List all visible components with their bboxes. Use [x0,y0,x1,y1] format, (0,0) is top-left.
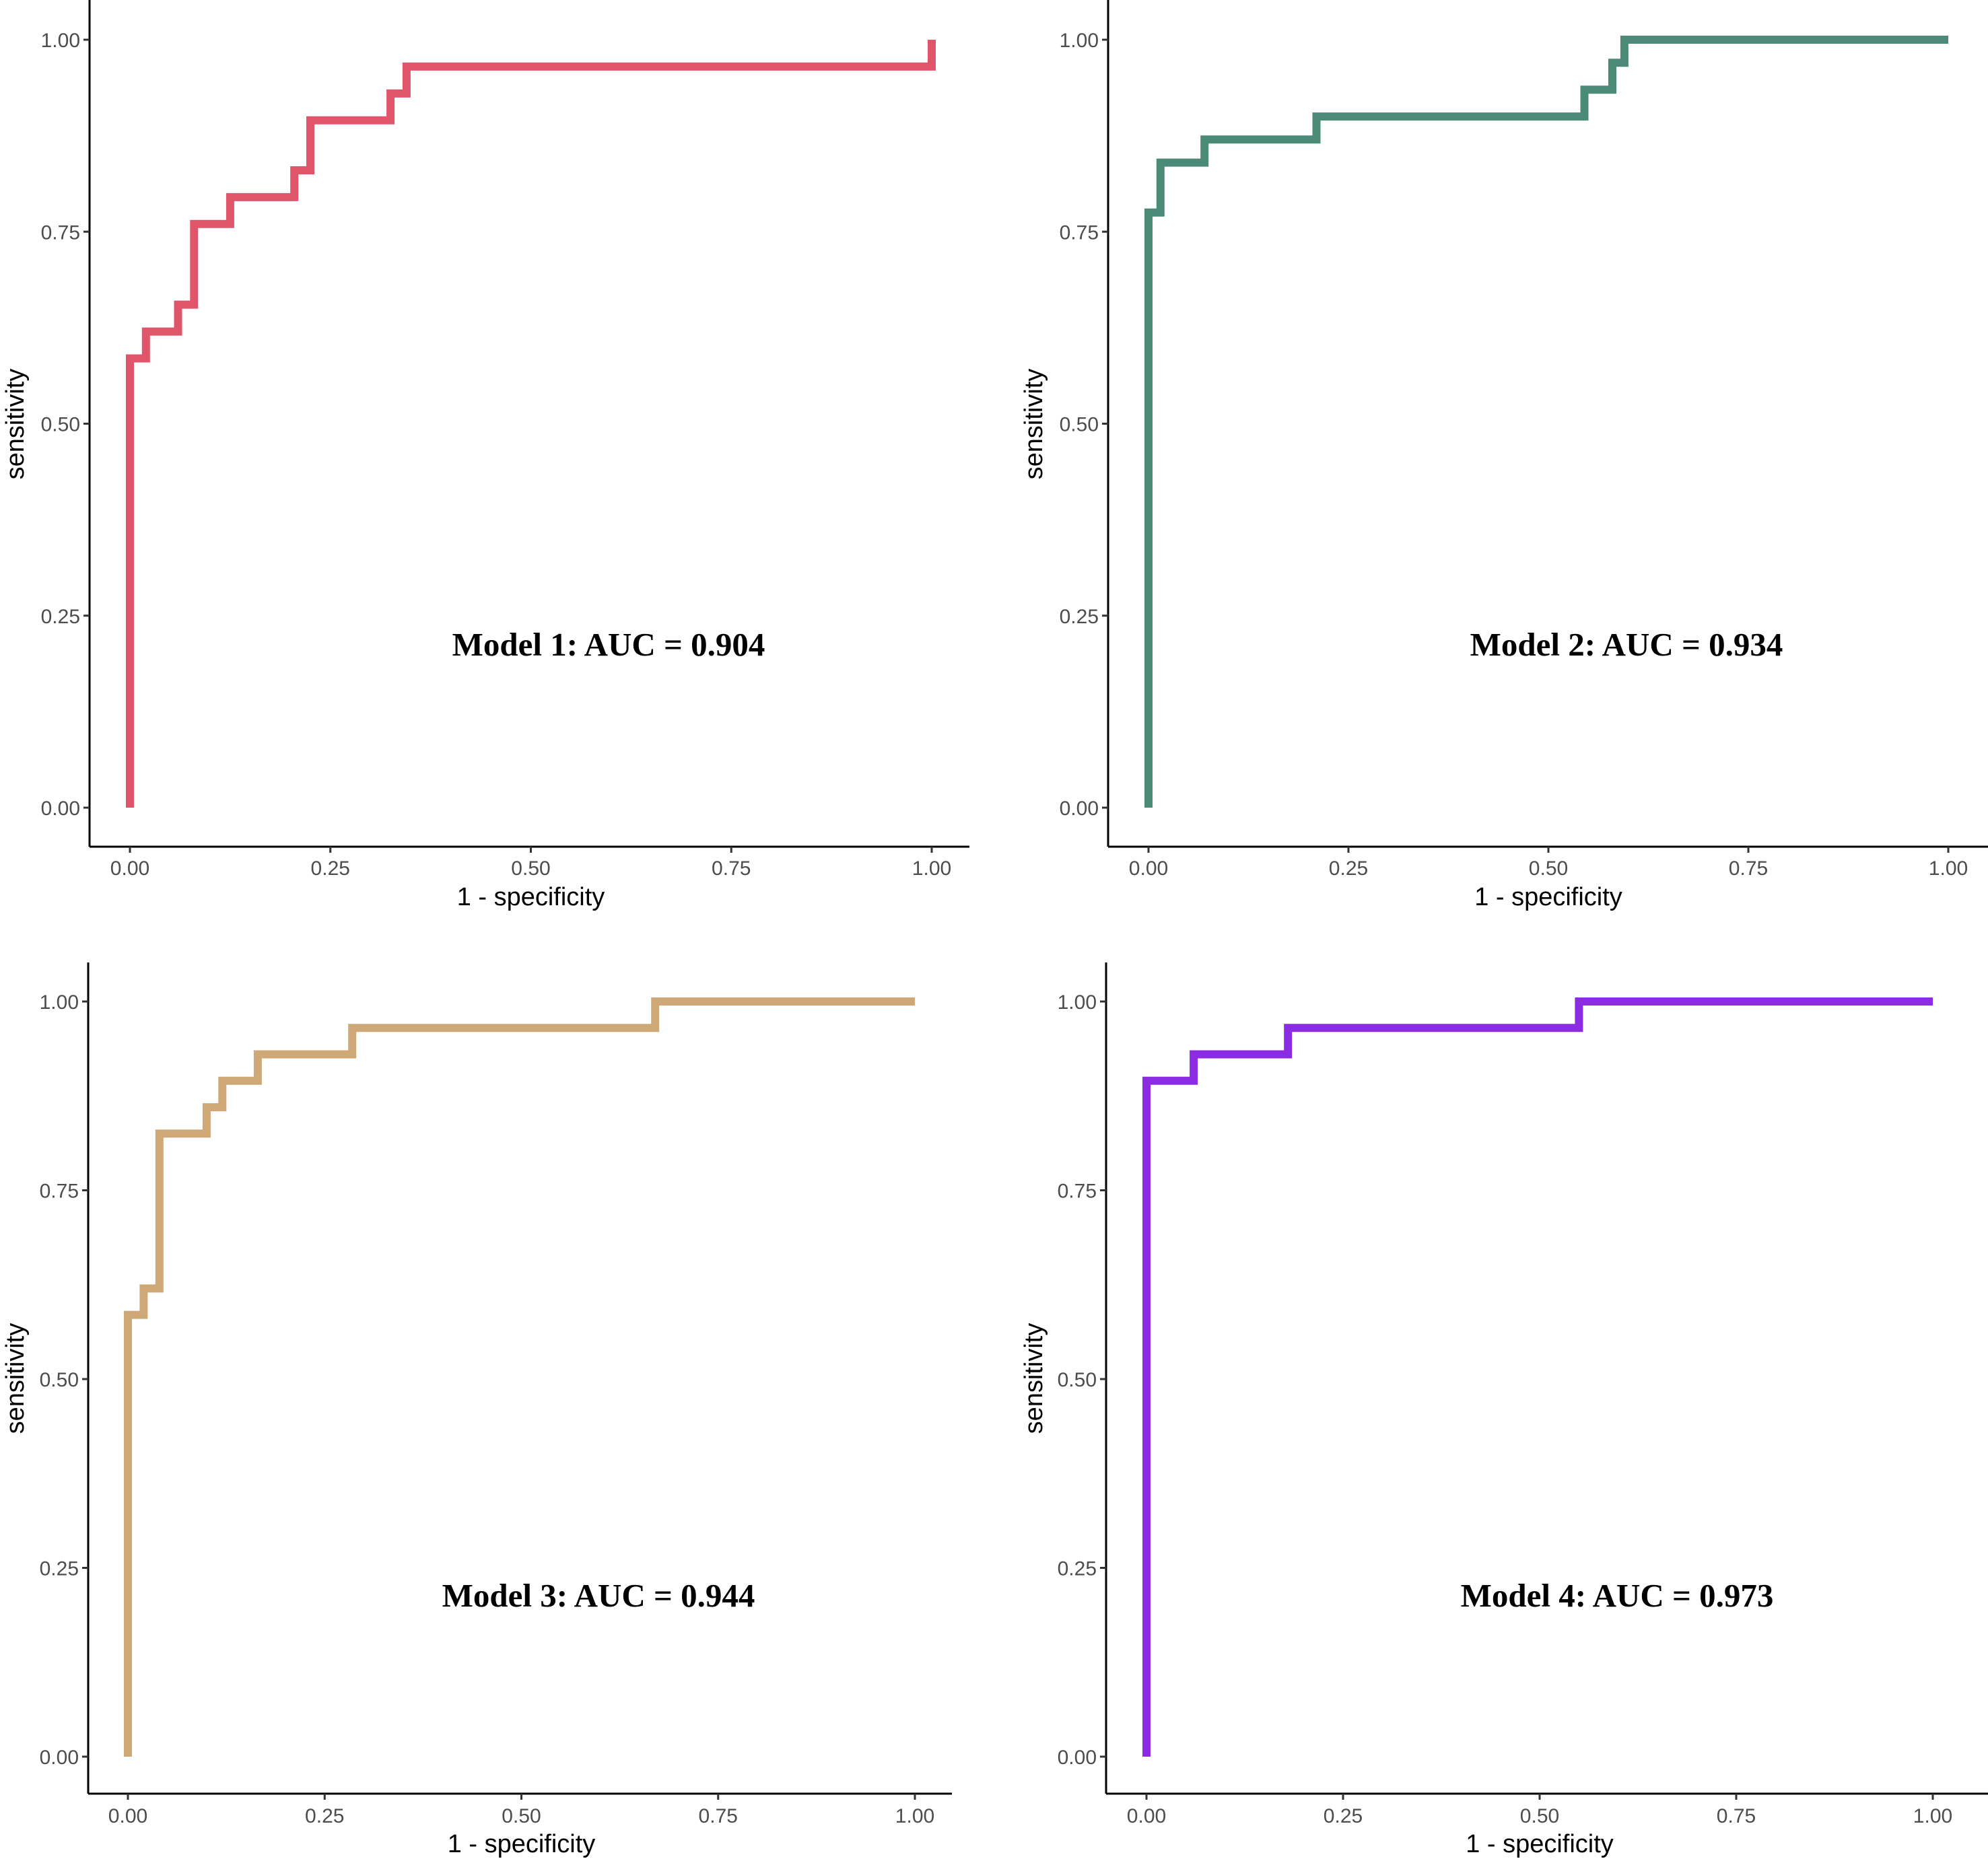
x-axis-title: 1 - specificity [448,1830,596,1858]
y-tick-label: 0.50 [1058,1369,1097,1391]
y-tick-label: 0.50 [1060,414,1099,436]
y-tick-label: 0.50 [40,1369,79,1391]
x-tick-label: 0.50 [502,1805,541,1827]
y-tick-label: 1.00 [40,991,79,1014]
y-tick-label: 0.75 [40,1181,79,1203]
roc-curve-model-4 [1142,997,1933,1757]
roc-panel-model-4: 0.00 0.25 0.50 0.75 1.00 0.00 0.25 0.50 0.75 1.00… [1020,962,1988,1858]
roc-curve-model-1 [126,40,936,808]
y-tick-label: 0.75 [1058,1181,1097,1203]
x-tick-label: 0.25 [311,857,350,880]
y-axis-title: sensitivity [1,1323,30,1434]
roc-panel-model-1: 0.00 0.25 0.50 0.75 1.00 0.00 0.25 0.50 0.75 1.00… [1,0,969,911]
x-tick-label: 0.25 [1324,1805,1363,1827]
x-tick-label: 0.75 [699,1805,738,1827]
roc-panel-model-2: 0.00 0.25 0.50 0.75 1.00 0.00 0.25 0.50 0.75 1.00… [1020,0,1988,911]
y-axis-title: sensitivity [1020,369,1048,480]
y-tick-label: 0.50 [41,414,80,436]
x-tick-label: 1.00 [1929,857,1968,880]
x-tick-label: 0.75 [712,857,751,880]
x-tick-label: 0.00 [1127,1805,1166,1827]
y-tick-label: 0.00 [41,798,80,820]
y-tick-label: 0.25 [1058,1558,1097,1580]
y-tick-label: 1.00 [41,30,80,52]
x-tick-label: 0.75 [1717,1805,1756,1827]
x-tick-label: 1.00 [1913,1805,1952,1827]
y-tick-label: 0.25 [41,606,80,628]
x-tick-label: 0.75 [1729,857,1768,880]
roc-curve-model-2 [1144,36,1948,808]
x-tick-label: 1.00 [895,1805,934,1827]
x-tick-label: 0.50 [1529,857,1568,880]
y-tick-label: 0.00 [1060,798,1099,820]
y-tick-label: 0.25 [1060,606,1099,628]
auc-annotation: Model 4: AUC = 0.973 [1461,1577,1774,1614]
x-tick-label: 0.25 [305,1805,344,1827]
x-tick-label: 0.50 [1520,1805,1559,1827]
y-axis-title: sensitivity [1020,1323,1048,1434]
x-axis-title: 1 - specificity [457,883,605,911]
y-axis-title: sensitivity [1,369,30,480]
y-tick-label: 0.75 [1060,221,1099,244]
x-tick-label: 1.00 [912,857,951,880]
x-axis-title: 1 - specificity [1474,883,1622,911]
y-tick-label: 0.25 [40,1558,79,1580]
x-axis-title: 1 - specificity [1466,1830,1614,1858]
y-tick-label: 0.00 [40,1747,79,1769]
auc-annotation: Model 1: AUC = 0.904 [452,626,765,663]
roc-panel-model-3: 0.00 0.25 0.50 0.75 1.00 0.00 0.25 0.50 0.75 1.00… [1,962,952,1858]
auc-annotation: Model 2: AUC = 0.934 [1470,626,1783,663]
roc-curve-model-3 [124,997,915,1757]
x-tick-label: 0.25 [1329,857,1368,880]
x-tick-label: 0.00 [108,1805,147,1827]
x-tick-label: 0.00 [1129,857,1168,880]
y-tick-label: 0.75 [41,221,80,244]
x-tick-label: 0.50 [511,857,550,880]
y-tick-label: 1.00 [1058,991,1097,1014]
x-tick-label: 0.00 [110,857,149,880]
y-tick-label: 1.00 [1060,30,1099,52]
y-tick-label: 0.00 [1058,1747,1097,1769]
auc-annotation: Model 3: AUC = 0.944 [442,1577,755,1614]
